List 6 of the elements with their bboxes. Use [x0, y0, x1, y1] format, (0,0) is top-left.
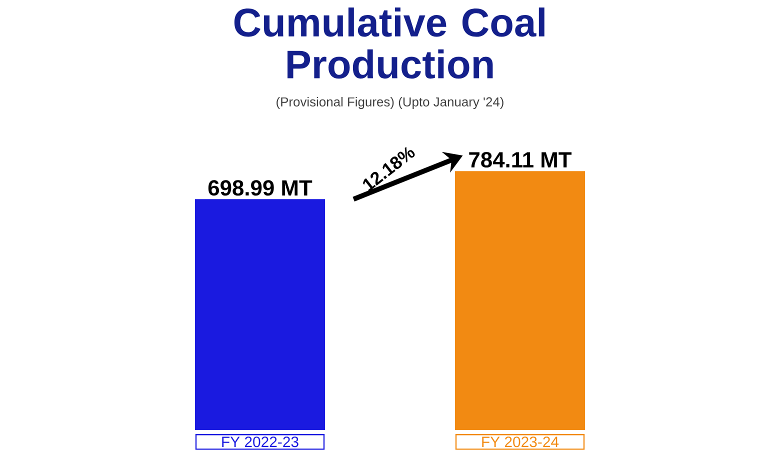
- data-label: 784.11 MT: [469, 152, 572, 168]
- chart-title: Cumulative Coal Production: [234, 8, 544, 79]
- chart-subtitle: (Provisional Figures) (Upto January '24): [276, 96, 504, 110]
- data-label: 698.99 MT: [208, 180, 312, 196]
- x-tick-label: FY 2022-23: [222, 436, 298, 448]
- x-tick-label: FY 2023-24: [482, 436, 559, 448]
